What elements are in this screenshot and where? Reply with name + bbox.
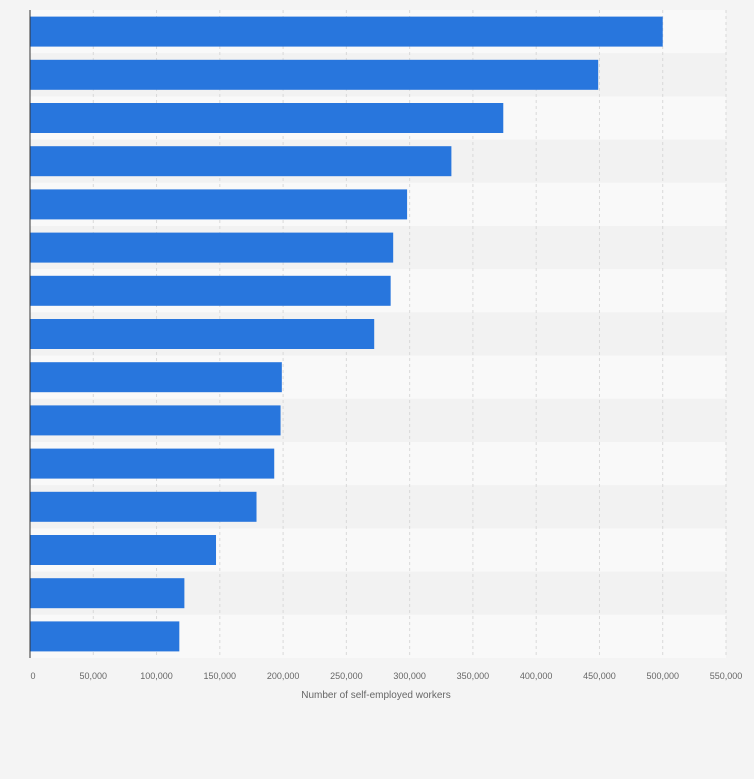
x-tick-label: 200,000 xyxy=(267,671,300,681)
bar[interactable] xyxy=(30,535,217,565)
bar[interactable] xyxy=(30,491,257,522)
bar[interactable] xyxy=(30,319,375,349)
x-tick-label: 400,000 xyxy=(520,671,553,681)
bar[interactable] xyxy=(30,275,391,306)
x-tick-label: 450,000 xyxy=(583,671,616,681)
bars xyxy=(30,16,663,652)
bar[interactable] xyxy=(30,59,599,90)
bar[interactable] xyxy=(30,232,394,263)
x-tick-label: 150,000 xyxy=(204,671,237,681)
bar[interactable] xyxy=(30,405,281,436)
bar[interactable] xyxy=(30,448,275,479)
x-tick-labels: 0 50,000 100,000 150,000 200,000 250,000 300,0… xyxy=(30,671,742,681)
bar[interactable] xyxy=(30,103,504,133)
x-tick-label: 50,000 xyxy=(80,671,108,681)
bar[interactable] xyxy=(30,362,282,393)
bar[interactable] xyxy=(30,621,180,652)
x-axis-title: Number of self-employed workers xyxy=(301,690,451,701)
bar[interactable] xyxy=(30,146,452,177)
x-tick-label: 350,000 xyxy=(457,671,490,681)
bar[interactable] xyxy=(30,16,663,47)
x-tick-label: 0 xyxy=(30,671,35,681)
x-tick-label: 500,000 xyxy=(646,671,679,681)
x-tick-label: 300,000 xyxy=(393,671,426,681)
x-tick-label: 550,000 xyxy=(710,671,743,681)
bar[interactable] xyxy=(30,578,185,609)
bar[interactable] xyxy=(30,189,408,220)
x-tick-label: 250,000 xyxy=(330,671,363,681)
x-tick-label: 100,000 xyxy=(140,671,173,681)
